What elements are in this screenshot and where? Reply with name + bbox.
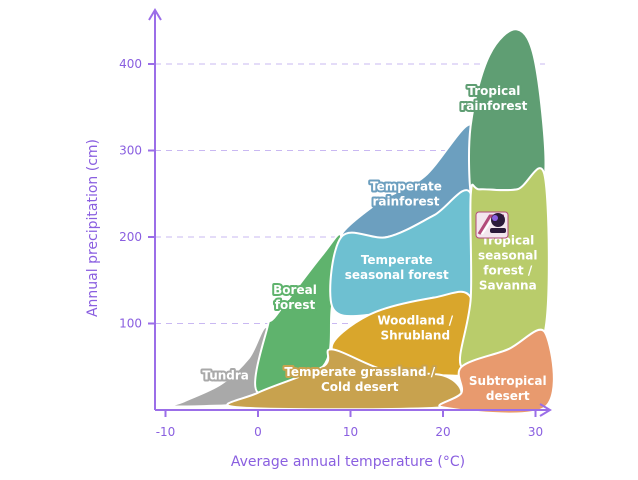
label-halo: Temperate [361, 253, 433, 267]
label-line: seasonal forest [345, 268, 449, 282]
x-axis-arrow [539, 403, 552, 417]
label-line: seasonal [478, 248, 538, 262]
label-halo: Woodland / [377, 313, 453, 327]
label-line: Tropical [467, 84, 520, 98]
label-line: Temperate grassland / [284, 365, 435, 379]
label-line: Boreal [273, 283, 317, 297]
x-tick-label: -10 [156, 425, 176, 439]
label-halo: Cold desert [321, 380, 399, 394]
label-halo: seasonal forest [345, 268, 449, 282]
label-halo: rainforest [372, 194, 439, 208]
label-line: forest / [483, 263, 533, 277]
label-line: forest [275, 298, 316, 312]
label-line: Subtropical [469, 374, 547, 388]
x-tick-label: 10 [343, 425, 358, 439]
label-line: Temperate [361, 253, 433, 267]
region-temperate-grassland-cold-desert [226, 348, 468, 411]
label-line: Shrubland [380, 328, 450, 342]
label-line: Savanna [479, 278, 537, 292]
y-tick-label: 200 [119, 230, 142, 244]
label-halo: Tropical [467, 84, 520, 98]
label-line: Tundra [202, 368, 249, 382]
label-halo: Subtropical [469, 374, 547, 388]
label-line: desert [486, 389, 530, 403]
x-tick-label: 0 [254, 425, 262, 439]
label-line: Cold desert [321, 380, 399, 394]
label-halo: forest [275, 298, 316, 312]
region-boreal-forest [254, 233, 343, 395]
label-temperate-grassland-cold-desert: Temperate grassland /Temperate grassland… [282, 363, 437, 396]
label-line: Woodland / [377, 313, 453, 327]
label-halo: Boreal [273, 283, 317, 297]
tick-labels: -10 0 10 20 30 100 200 300 400 [119, 57, 543, 439]
label-line: rainforest [460, 99, 527, 113]
deckchair-icon [475, 211, 509, 239]
y-tick-label: 100 [119, 317, 142, 331]
y-axis-arrow [148, 8, 162, 21]
label-halo: Temperate [370, 179, 442, 193]
label-halo: Tundra [202, 368, 249, 382]
label-halo: desert [486, 389, 530, 403]
x-axis-title: Average annual temperature (°C) [231, 454, 465, 470]
label-halo: forest / [483, 263, 533, 277]
label-line: Temperate [370, 179, 442, 193]
label-halo: Savanna [479, 278, 537, 292]
x-tick-label: 30 [528, 425, 543, 439]
label-halo: Shrubland [380, 328, 450, 342]
x-tick-label: 20 [435, 425, 450, 439]
label-halo: seasonal [478, 248, 538, 262]
y-tick-label: 300 [119, 144, 142, 158]
label-halo: Temperate grassland / [284, 365, 435, 379]
label-line: rainforest [372, 194, 439, 208]
y-tick-label: 400 [119, 57, 142, 71]
y-axis-title: Annual precipitation (cm) [85, 139, 101, 317]
label-halo: rainforest [460, 99, 527, 113]
